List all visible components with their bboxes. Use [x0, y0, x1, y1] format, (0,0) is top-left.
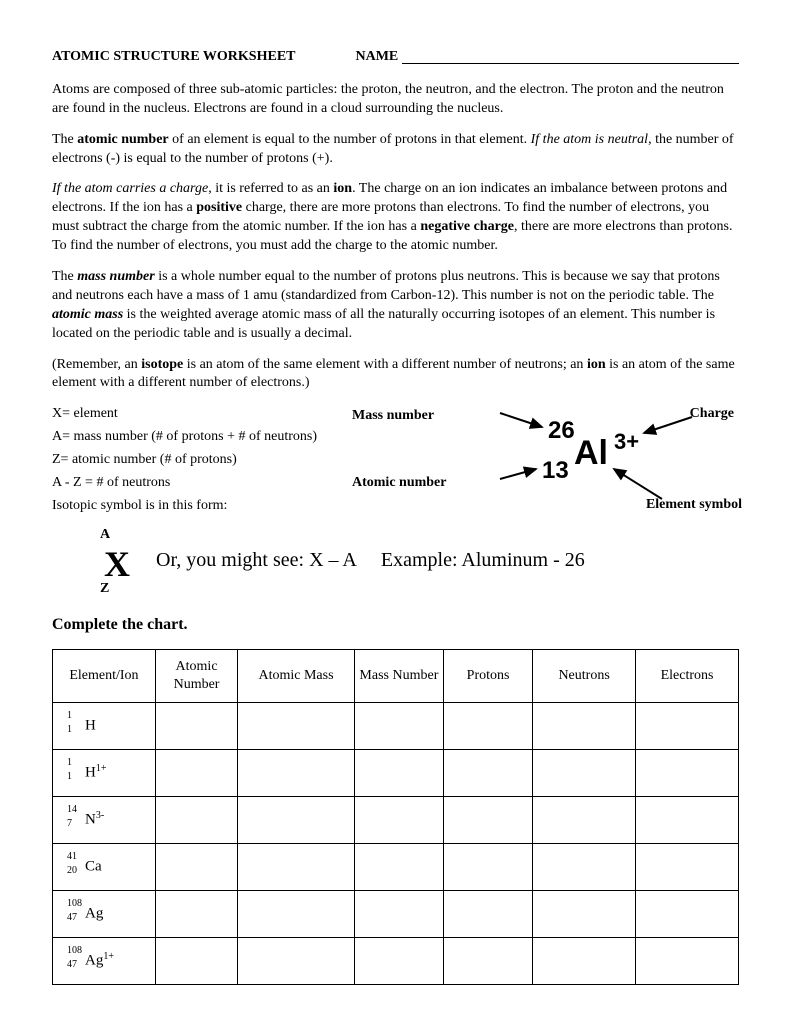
- blank-cell[interactable]: [443, 844, 532, 891]
- atomic-number-label: Atomic number: [352, 474, 472, 493]
- element-ion-cell: 10847Ag1+: [53, 938, 156, 985]
- table-row: 11H1+: [53, 750, 739, 797]
- col-atomic-mass: Atomic Mass: [238, 650, 355, 703]
- blank-cell[interactable]: [533, 844, 636, 891]
- blank-cell[interactable]: [636, 797, 739, 844]
- blank-cell[interactable]: [155, 891, 237, 938]
- atomic-number-paragraph: The atomic number of an element is equal…: [52, 131, 739, 169]
- notation-labels-mid: Mass number Atomic number: [352, 405, 472, 493]
- table-row: 147N3-: [53, 797, 739, 844]
- col-element: Element/Ion: [53, 650, 156, 703]
- mass-number-label: Mass number: [352, 407, 472, 426]
- blank-cell[interactable]: [354, 844, 443, 891]
- isotope-example-text: Example: Aluminum - 26: [381, 547, 585, 574]
- mass-number-paragraph: The mass number is a whole number equal …: [52, 268, 739, 344]
- blank-cell[interactable]: [354, 750, 443, 797]
- def-a: A= mass number (# of protons + # of neut…: [52, 428, 352, 447]
- blank-cell[interactable]: [155, 703, 237, 750]
- def-az: A - Z = # of neutrons: [52, 474, 352, 493]
- blank-cell[interactable]: [238, 844, 355, 891]
- blank-cell[interactable]: [636, 938, 739, 985]
- intro-paragraph: Atoms are composed of three sub-atomic p…: [52, 81, 739, 119]
- blank-cell[interactable]: [636, 750, 739, 797]
- isotope-or-text: Or, you might see: X – A: [156, 547, 357, 574]
- table-row: 10847Ag: [53, 891, 739, 938]
- notation-section: X= element A= mass number (# of protons …: [52, 405, 739, 519]
- table-row: 11H: [53, 703, 739, 750]
- blank-cell[interactable]: [636, 844, 739, 891]
- isotope-symbol-generic: A X Z: [82, 526, 132, 596]
- blank-cell[interactable]: [155, 797, 237, 844]
- worksheet-table: Element/Ion Atomic Number Atomic Mass Ma…: [52, 649, 739, 985]
- name-label: NAME: [356, 48, 399, 67]
- blank-cell[interactable]: [443, 938, 532, 985]
- blank-cell[interactable]: [155, 844, 237, 891]
- blank-cell[interactable]: [636, 891, 739, 938]
- blank-cell[interactable]: [238, 750, 355, 797]
- isotope-Z: Z: [100, 580, 109, 599]
- col-protons: Protons: [443, 650, 532, 703]
- blank-cell[interactable]: [238, 891, 355, 938]
- element-ion-cell: 11H: [53, 703, 156, 750]
- blank-cell[interactable]: [533, 703, 636, 750]
- name-blank-line[interactable]: [402, 45, 739, 64]
- blank-cell[interactable]: [443, 891, 532, 938]
- blank-cell[interactable]: [238, 797, 355, 844]
- blank-cell[interactable]: [155, 750, 237, 797]
- blank-cell[interactable]: [533, 938, 636, 985]
- blank-cell[interactable]: [533, 891, 636, 938]
- table-row: 4120Ca: [53, 844, 739, 891]
- isotope-definition-paragraph: (Remember, an isotope is an atom of the …: [52, 356, 739, 394]
- blank-cell[interactable]: [354, 797, 443, 844]
- complete-chart-heading: Complete the chart.: [52, 614, 739, 636]
- diagram-arrows: [482, 405, 742, 515]
- blank-cell[interactable]: [533, 750, 636, 797]
- blank-cell[interactable]: [443, 703, 532, 750]
- worksheet-header: ATOMIC STRUCTURE WORKSHEET NAME: [52, 48, 739, 67]
- blank-cell[interactable]: [354, 703, 443, 750]
- element-ion-cell: 4120Ca: [53, 844, 156, 891]
- isotope-form-example: A X Z Or, you might see: X – A Example: …: [82, 526, 739, 596]
- ion-paragraph: If the atom carries a charge, it is refe…: [52, 180, 739, 256]
- blank-cell[interactable]: [443, 750, 532, 797]
- isotope-notation-diagram: Charge Element symbol 26 13 Al 3+: [482, 405, 742, 515]
- table-row: 10847Ag1+: [53, 938, 739, 985]
- element-ion-cell: 147N3-: [53, 797, 156, 844]
- col-electrons: Electrons: [636, 650, 739, 703]
- blank-cell[interactable]: [354, 938, 443, 985]
- blank-cell[interactable]: [443, 797, 532, 844]
- blank-cell[interactable]: [155, 938, 237, 985]
- blank-cell[interactable]: [238, 938, 355, 985]
- table-header-row: Element/Ion Atomic Number Atomic Mass Ma…: [53, 650, 739, 703]
- def-x: X= element: [52, 405, 352, 424]
- worksheet-title: ATOMIC STRUCTURE WORKSHEET: [52, 48, 296, 67]
- col-mass-number: Mass Number: [354, 650, 443, 703]
- blank-cell[interactable]: [354, 891, 443, 938]
- blank-cell[interactable]: [533, 797, 636, 844]
- definitions-list: X= element A= mass number (# of protons …: [52, 405, 352, 519]
- col-neutrons: Neutrons: [533, 650, 636, 703]
- col-atomic-number: Atomic Number: [155, 650, 237, 703]
- element-ion-cell: 10847Ag: [53, 891, 156, 938]
- def-z: Z= atomic number (# of protons): [52, 451, 352, 470]
- element-ion-cell: 11H1+: [53, 750, 156, 797]
- def-form: Isotopic symbol is in this form:: [52, 497, 352, 516]
- blank-cell[interactable]: [636, 703, 739, 750]
- blank-cell[interactable]: [238, 703, 355, 750]
